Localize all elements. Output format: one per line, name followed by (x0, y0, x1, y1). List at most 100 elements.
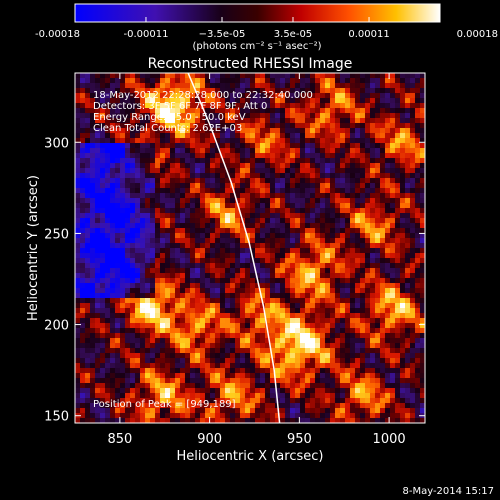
heatmap-cell (400, 183, 406, 189)
heatmap-cell (125, 313, 131, 319)
heatmap-cell (80, 73, 86, 79)
heatmap-cell (315, 338, 321, 344)
heatmap-cell (400, 273, 406, 279)
heatmap-cell (290, 188, 296, 194)
heatmap-cell (205, 83, 211, 89)
heatmap-cell (260, 128, 266, 134)
heatmap-cell (155, 183, 161, 189)
heatmap-cell (360, 88, 366, 94)
heatmap-cell (190, 338, 196, 344)
heatmap-cell (110, 313, 116, 319)
heatmap-cell (285, 113, 291, 119)
heatmap-cell (195, 273, 201, 279)
heatmap-cell (395, 338, 401, 344)
heatmap-cell (135, 393, 141, 399)
heatmap-cell (355, 233, 361, 239)
heatmap-cell (155, 138, 161, 144)
heatmap-cell (150, 123, 156, 129)
heatmap-cell (355, 103, 361, 109)
heatmap-cell (90, 268, 96, 274)
heatmap-cell (300, 88, 306, 94)
heatmap-cell (275, 218, 281, 224)
heatmap-cell (415, 358, 421, 364)
heatmap-cell (360, 128, 366, 134)
heatmap-cell (420, 313, 425, 319)
heatmap-cell (255, 203, 261, 209)
heatmap-cell (175, 398, 181, 404)
heatmap-cell (260, 133, 266, 139)
heatmap-cell (80, 348, 86, 354)
heatmap-cell (250, 98, 256, 104)
heatmap-cell (165, 388, 171, 394)
heatmap-cell (400, 363, 406, 369)
heatmap-cell (340, 78, 346, 84)
heatmap-cell (365, 298, 371, 304)
heatmap-cell (335, 158, 341, 164)
heatmap-cell (325, 103, 331, 109)
heatmap-cell (185, 203, 191, 209)
heatmap-cell (280, 198, 286, 204)
heatmap-cell (335, 98, 341, 104)
heatmap-cell (210, 388, 216, 394)
heatmap-cell (190, 323, 196, 329)
heatmap-cell (160, 203, 166, 209)
heatmap-cell (100, 353, 106, 359)
heatmap-cell (125, 333, 131, 339)
heatmap-cell (275, 388, 281, 394)
heatmap-cell (255, 343, 261, 349)
heatmap-cell (350, 88, 356, 94)
annotation-clean-counts: Clean Total Counts: 2.62E+03 (93, 123, 242, 134)
heatmap-cell (360, 363, 366, 369)
heatmap-cell (130, 348, 136, 354)
heatmap-cell (410, 333, 416, 339)
heatmap-cell (225, 228, 231, 234)
heatmap-cell (300, 78, 306, 84)
heatmap-cell (390, 243, 396, 249)
heatmap-cell (260, 268, 266, 274)
heatmap-cell (375, 373, 381, 379)
heatmap-cell (320, 223, 326, 229)
heatmap-cell (245, 248, 251, 254)
heatmap-cell (125, 158, 131, 164)
heatmap-cell (120, 283, 126, 289)
heatmap-cell (95, 258, 101, 264)
heatmap-cell (215, 93, 221, 99)
heatmap-cell (170, 378, 176, 384)
heatmap-cell (245, 378, 251, 384)
heatmap-cell (235, 288, 241, 294)
heatmap-cell (315, 238, 321, 244)
heatmap-cell (160, 78, 166, 84)
heatmap-cell (345, 333, 351, 339)
heatmap-cell (180, 98, 186, 104)
heatmap-cell (245, 253, 251, 259)
heatmap-cell (160, 328, 166, 334)
heatmap-cell (95, 413, 101, 419)
heatmap-cell (110, 273, 116, 279)
heatmap-cell (265, 263, 271, 269)
heatmap-cell (185, 378, 191, 384)
heatmap-cell (350, 353, 356, 359)
heatmap-cell (320, 408, 326, 414)
heatmap-cell (400, 163, 406, 169)
heatmap-cell (320, 98, 326, 104)
heatmap-cell (300, 163, 306, 169)
heatmap-cell (235, 128, 241, 134)
heatmap-cell (115, 383, 121, 389)
heatmap-cell (260, 388, 266, 394)
heatmap-cell (280, 358, 286, 364)
heatmap-cell (355, 248, 361, 254)
heatmap-cell (410, 318, 416, 324)
heatmap-cell (160, 278, 166, 284)
heatmap-cell (270, 388, 276, 394)
heatmap-cell (360, 418, 366, 423)
heatmap-cell (420, 238, 425, 244)
heatmap-cell (105, 198, 111, 204)
heatmap-cell (200, 343, 206, 349)
heatmap-cell (280, 168, 286, 174)
heatmap-cell (340, 243, 346, 249)
heatmap-cell (135, 318, 141, 324)
heatmap-cell (285, 118, 291, 124)
heatmap-cell (330, 188, 336, 194)
heatmap-cell (150, 198, 156, 204)
heatmap-cell (265, 218, 271, 224)
